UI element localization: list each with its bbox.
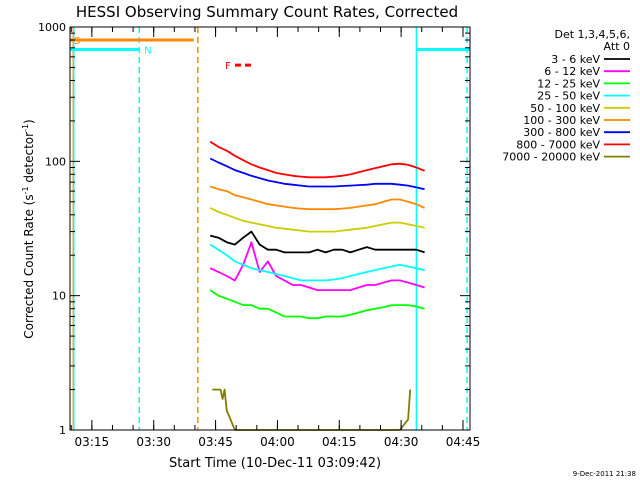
legend-entry-label: 800 - 7000 keV — [516, 138, 600, 151]
legend-entry-label: 7000 - 20000 keV — [502, 151, 600, 164]
y-axis-label-mid: detector — [22, 132, 36, 187]
y-axis-label-end: ) — [22, 119, 36, 124]
plot-frame — [69, 26, 471, 431]
chart-title: HESSI Observing Summary Count Rates, Cor… — [76, 3, 458, 21]
series-line-5 — [209, 185, 425, 211]
legend-entry-label: 25 - 50 keV — [537, 90, 600, 103]
series-line-7 — [209, 140, 425, 179]
flag-labels-group: S N F — [74, 36, 231, 72]
x-tick-label: 03:45 — [198, 435, 233, 449]
series-line-2 — [209, 289, 425, 320]
y-tick-label: 1 — [59, 424, 66, 437]
series-line-3 — [209, 243, 425, 282]
axes-group: 1 10 100 1000 03:15 03:30 03:45 04:00 04:15 04:30… — [38, 21, 480, 449]
y-tick-label: 100 — [45, 155, 66, 168]
y-axis-label: Corrected Count Rate (s-1 detector-1) — [21, 119, 36, 338]
footer-date: 9-Dec-2011 21:38 — [573, 470, 636, 478]
legend-header-line1: Det 1,3,4,5,6, — [554, 28, 630, 41]
y-tick-label: 1000 — [38, 21, 66, 34]
flag-label-N: N — [144, 45, 151, 56]
series-group — [209, 140, 425, 431]
y-axis-label-main: Corrected Count Rate (s — [22, 194, 36, 338]
x-tick-label: 03:30 — [136, 435, 171, 449]
y-axis-label-sup1: -1 — [21, 186, 30, 194]
legend-entry-label: 100 - 300 keV — [523, 114, 600, 127]
x-tick-label: 03:15 — [75, 435, 110, 449]
x-tick-label: 04:00 — [260, 435, 295, 449]
series-line-1 — [209, 241, 425, 292]
series-line-0 — [209, 230, 425, 254]
legend-entry-label: 3 - 6 keV — [551, 53, 600, 66]
legend-entry-label: 300 - 800 keV — [523, 126, 600, 139]
y-axis-label-sup2: -1 — [21, 124, 30, 132]
x-tick-label: 04:30 — [384, 435, 419, 449]
legend-entry-label: 50 - 100 keV — [530, 102, 600, 115]
flag-label-S: S — [74, 36, 80, 47]
x-tick-label: 04:15 — [322, 435, 357, 449]
series-line-4 — [209, 207, 425, 233]
legend-entry-label: 6 - 12 keV — [544, 65, 600, 78]
series-line-8 — [212, 388, 412, 431]
flag-label-F: F — [225, 61, 231, 72]
series-line-6 — [209, 157, 425, 191]
x-axis-label: Start Time (10-Dec-11 03:09:42) — [169, 456, 381, 471]
y-tick-label: 10 — [52, 290, 66, 303]
legend-header-line2: Att 0 — [604, 40, 630, 53]
flag-lines-group — [70, 27, 470, 430]
x-tick-label: 04:45 — [446, 435, 481, 449]
legend-entry-label: 12 - 25 keV — [537, 77, 600, 90]
